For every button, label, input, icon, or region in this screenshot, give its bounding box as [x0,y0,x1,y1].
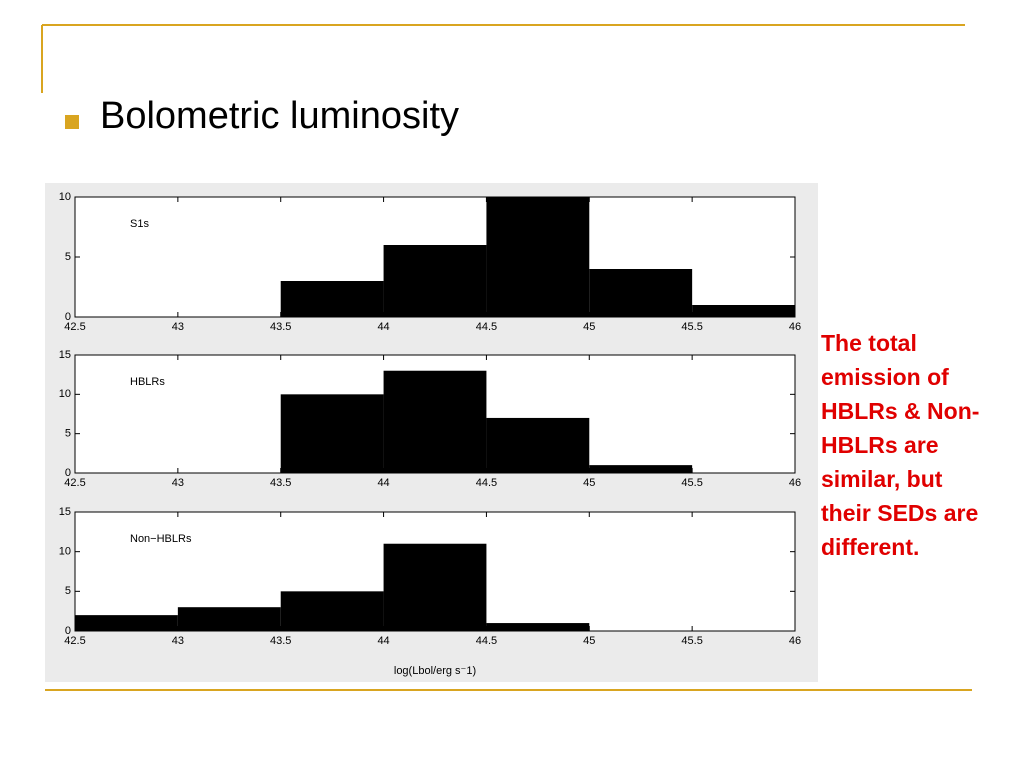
x-tick-label: 44 [377,477,389,489]
bar [383,245,487,317]
y-tick-label: 10 [59,191,71,203]
panel-label: Non−HBLRs [130,533,192,545]
x-tick-label: 42.5 [64,321,85,333]
x-tick-label: 45 [583,635,595,647]
y-tick-label: 15 [59,349,71,361]
x-tick-label: 43 [172,477,184,489]
y-tick-label: 5 [65,251,71,263]
note: The total emission of HBLRs & Non-HBLRs … [821,330,980,560]
panel-label: S1s [130,218,149,230]
y-tick-label: 0 [65,311,71,323]
x-tick-label: 45.5 [681,635,702,647]
x-tick-label: 46 [789,635,801,647]
y-tick-label: 15 [59,506,71,518]
y-tick-label: 10 [59,388,71,400]
bar [486,197,590,317]
x-tick-label: 44.5 [476,635,497,647]
bar [177,607,281,631]
x-tick-label: 42.5 [64,477,85,489]
bar [383,543,487,631]
x-tick-label: 42.5 [64,635,85,647]
y-tick-label: 0 [65,467,71,479]
x-tick-label: 43.5 [270,321,291,333]
x-tick-label: 44.5 [476,477,497,489]
bar [383,370,487,473]
x-tick-label: 46 [789,477,801,489]
bar [692,305,795,317]
x-tick-label: 45.5 [681,477,702,489]
y-tick-label: 0 [65,625,71,637]
bar [280,281,384,317]
x-tick-label: 43.5 [270,635,291,647]
x-tick-label: 44 [377,635,389,647]
bar [589,465,693,473]
panel-label: HBLRs [130,376,165,388]
x-tick-label: 45 [583,321,595,333]
y-tick-label: 5 [65,585,71,597]
bar [589,269,693,317]
x-tick-label: 45 [583,477,595,489]
bar [280,591,384,631]
x-tick-label: 43.5 [270,477,291,489]
plot-frame [74,354,796,474]
x-tick-label: 44 [377,321,389,333]
x-tick-label: 46 [789,321,801,333]
bar [75,615,178,631]
y-tick-label: 5 [65,428,71,440]
y-tick-label: 10 [59,546,71,558]
bar [486,623,590,631]
plot-frame [74,511,796,632]
bar [486,417,590,473]
x-axis-label: log(Lbol/erg s⁻1) [394,665,476,677]
bar [280,394,384,473]
slide-title: Bolometric luminosity [100,95,459,137]
x-tick-label: 43 [172,635,184,647]
x-tick-label: 45.5 [681,321,702,333]
bullet [65,115,79,129]
x-tick-label: 43 [172,321,184,333]
x-tick-label: 44.5 [476,321,497,333]
